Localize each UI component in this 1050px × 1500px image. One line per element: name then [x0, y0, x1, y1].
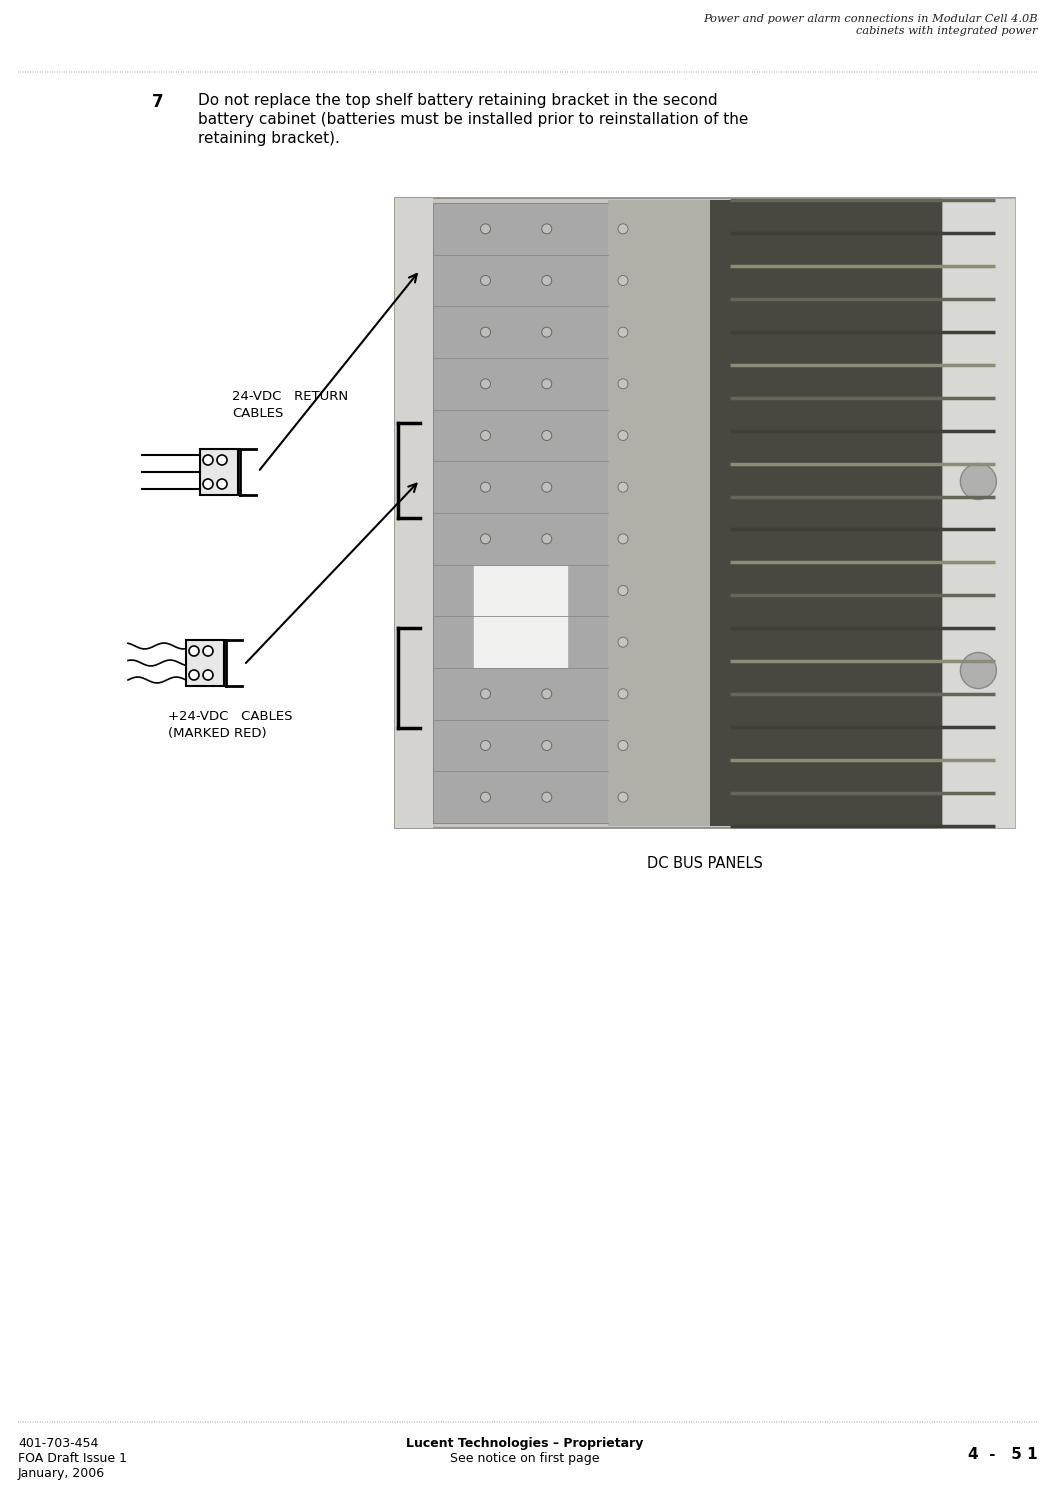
- Circle shape: [203, 478, 213, 489]
- Circle shape: [217, 454, 227, 465]
- Circle shape: [618, 327, 628, 338]
- Circle shape: [481, 585, 490, 596]
- Text: retaining bracket).: retaining bracket).: [198, 130, 340, 146]
- Circle shape: [481, 430, 490, 441]
- Bar: [472, 564, 568, 668]
- Circle shape: [203, 670, 213, 680]
- Circle shape: [542, 224, 551, 234]
- Text: Lucent Technologies – Proprietary: Lucent Technologies – Proprietary: [406, 1437, 644, 1450]
- Bar: [433, 202, 608, 824]
- Bar: [186, 640, 224, 686]
- Circle shape: [481, 741, 490, 750]
- Circle shape: [481, 482, 490, 492]
- Bar: [395, 198, 433, 828]
- Text: Power and power alarm connections in Modular Cell 4.0B: Power and power alarm connections in Mod…: [704, 13, 1038, 24]
- Circle shape: [542, 688, 551, 699]
- Circle shape: [481, 534, 490, 544]
- Circle shape: [542, 792, 551, 802]
- Circle shape: [618, 224, 628, 234]
- Text: See notice on first page: See notice on first page: [450, 1452, 600, 1466]
- Circle shape: [618, 741, 628, 750]
- Text: 24-VDC   RETURN
CABLES: 24-VDC RETURN CABLES: [232, 390, 349, 420]
- Circle shape: [618, 534, 628, 544]
- Circle shape: [481, 327, 490, 338]
- Circle shape: [481, 638, 490, 646]
- Circle shape: [481, 224, 490, 234]
- Circle shape: [618, 638, 628, 646]
- Circle shape: [542, 380, 551, 388]
- Text: January, 2006: January, 2006: [18, 1467, 105, 1480]
- Circle shape: [203, 646, 213, 656]
- Bar: [200, 448, 238, 495]
- Bar: [710, 200, 954, 827]
- Circle shape: [961, 652, 996, 688]
- Text: cabinets with integrated power: cabinets with integrated power: [857, 26, 1038, 36]
- Bar: [608, 200, 1015, 827]
- Text: DC BUS PANELS: DC BUS PANELS: [647, 856, 763, 871]
- Text: FOA Draft Issue 1: FOA Draft Issue 1: [18, 1452, 127, 1466]
- Circle shape: [189, 646, 200, 656]
- Circle shape: [481, 688, 490, 699]
- Circle shape: [481, 380, 490, 388]
- Circle shape: [961, 464, 996, 500]
- Circle shape: [189, 670, 200, 680]
- Circle shape: [542, 741, 551, 750]
- Circle shape: [618, 380, 628, 388]
- Circle shape: [618, 585, 628, 596]
- Bar: [942, 198, 1015, 828]
- Circle shape: [618, 792, 628, 802]
- Text: battery cabinet (batteries must be installed prior to reinstallation of the: battery cabinet (batteries must be insta…: [198, 112, 749, 128]
- Circle shape: [618, 482, 628, 492]
- Circle shape: [618, 276, 628, 285]
- Circle shape: [618, 430, 628, 441]
- Circle shape: [481, 792, 490, 802]
- Circle shape: [542, 638, 551, 646]
- Text: 4  -   5 1: 4 - 5 1: [968, 1448, 1038, 1462]
- Bar: [395, 198, 1015, 828]
- Circle shape: [542, 430, 551, 441]
- Circle shape: [481, 276, 490, 285]
- Circle shape: [542, 276, 551, 285]
- Text: 7: 7: [152, 93, 164, 111]
- Circle shape: [542, 482, 551, 492]
- Circle shape: [217, 478, 227, 489]
- Text: 401-703-454: 401-703-454: [18, 1437, 99, 1450]
- Circle shape: [542, 585, 551, 596]
- Circle shape: [203, 454, 213, 465]
- Circle shape: [542, 534, 551, 544]
- Text: +24-VDC   CABLES
(MARKED RED): +24-VDC CABLES (MARKED RED): [168, 710, 293, 740]
- Text: Do not replace the top shelf battery retaining bracket in the second: Do not replace the top shelf battery ret…: [198, 93, 717, 108]
- Circle shape: [618, 688, 628, 699]
- Circle shape: [542, 327, 551, 338]
